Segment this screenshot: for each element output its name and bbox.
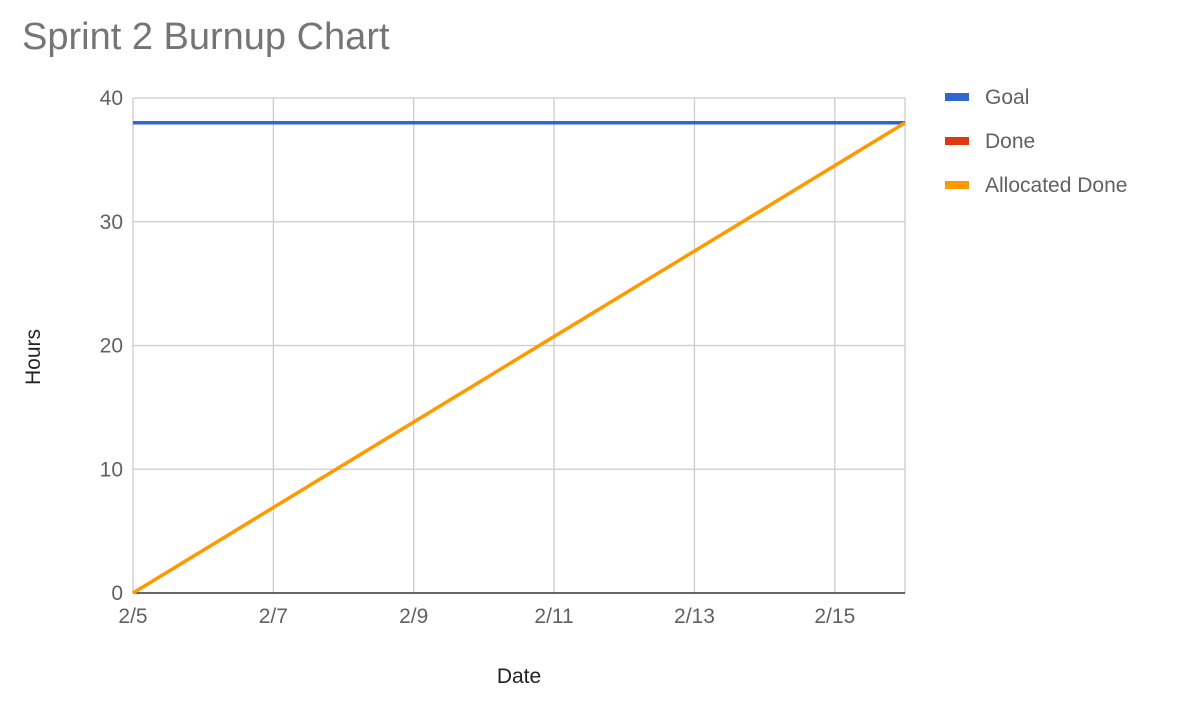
legend-swatch-done xyxy=(945,137,969,145)
legend-swatch-allocated-done xyxy=(945,181,969,189)
grid-lines xyxy=(132,97,906,594)
x-tick-label: 2/13 xyxy=(674,605,715,628)
legend-label-allocated-done: Allocated Done xyxy=(985,174,1127,197)
x-tick-label: 2/5 xyxy=(118,605,147,628)
y-tick-label: 30 xyxy=(100,211,123,234)
legend-swatch-goal xyxy=(945,93,969,101)
y-tick-label: 40 xyxy=(100,87,123,110)
x-tick-label: 2/7 xyxy=(259,605,288,628)
legend-label-done: Done xyxy=(985,130,1035,153)
y-tick-label: 10 xyxy=(100,458,123,481)
chart-title: Sprint 2 Burnup Chart xyxy=(22,16,390,58)
series-lines xyxy=(132,121,906,595)
x-axis-title: Date xyxy=(497,665,541,688)
y-tick-label: 20 xyxy=(100,335,123,358)
legend-label-goal: Goal xyxy=(985,86,1029,109)
series-line-allocated-done xyxy=(132,121,906,595)
tick-labels: 0 10 20 30 40 2/5 2/7 2/9 2/11 2/13 2/15 xyxy=(100,87,856,628)
y-tick-label: 0 xyxy=(111,582,123,605)
x-tick-label: 2/9 xyxy=(399,605,428,628)
x-tick-label: 2/11 xyxy=(534,605,573,628)
y-axis-title: Hours xyxy=(22,329,45,385)
legend: Goal Done Allocated Done xyxy=(945,86,1127,197)
x-tick-label: 2/15 xyxy=(814,605,855,628)
